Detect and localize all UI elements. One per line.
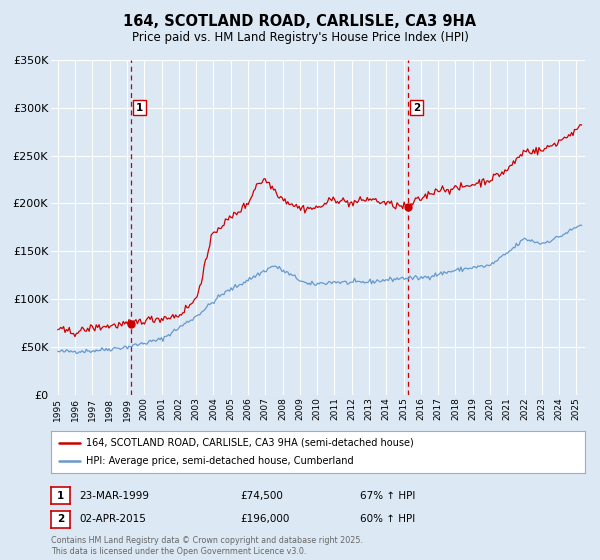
Text: Price paid vs. HM Land Registry's House Price Index (HPI): Price paid vs. HM Land Registry's House … xyxy=(131,31,469,44)
Text: 23-MAR-1999: 23-MAR-1999 xyxy=(79,491,149,501)
Text: 1: 1 xyxy=(136,103,143,113)
Text: £74,500: £74,500 xyxy=(240,491,283,501)
Text: Contains HM Land Registry data © Crown copyright and database right 2025.
This d: Contains HM Land Registry data © Crown c… xyxy=(51,536,363,556)
Text: 02-APR-2015: 02-APR-2015 xyxy=(79,514,146,524)
Text: 67% ↑ HPI: 67% ↑ HPI xyxy=(360,491,415,501)
Text: 164, SCOTLAND ROAD, CARLISLE, CA3 9HA (semi-detached house): 164, SCOTLAND ROAD, CARLISLE, CA3 9HA (s… xyxy=(86,438,413,448)
Text: 2: 2 xyxy=(57,514,64,524)
Text: HPI: Average price, semi-detached house, Cumberland: HPI: Average price, semi-detached house,… xyxy=(86,456,353,466)
Text: 60% ↑ HPI: 60% ↑ HPI xyxy=(360,514,415,524)
Text: 2: 2 xyxy=(413,103,420,113)
Text: £196,000: £196,000 xyxy=(240,514,289,524)
Text: 164, SCOTLAND ROAD, CARLISLE, CA3 9HA: 164, SCOTLAND ROAD, CARLISLE, CA3 9HA xyxy=(124,14,476,29)
Text: 1: 1 xyxy=(57,491,64,501)
